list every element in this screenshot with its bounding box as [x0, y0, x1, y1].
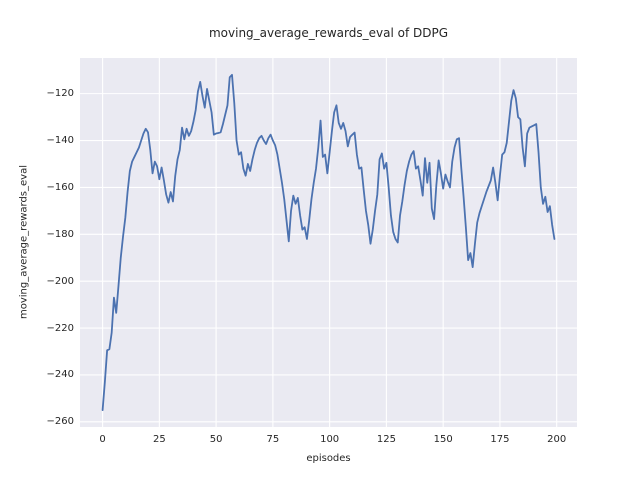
x-tick-label: 75	[266, 434, 280, 445]
line-layer	[101, 73, 556, 412]
x-axis-label: episodes	[306, 453, 351, 464]
y-tick-label: −260	[46, 416, 74, 428]
x-tick-label: 150	[433, 434, 453, 445]
x-tick-label: 200	[547, 434, 567, 445]
x-tick-label: 50	[209, 434, 223, 445]
reward-line	[101, 73, 556, 412]
x-tick-label: 175	[490, 434, 510, 445]
x-tick-label: 0	[99, 434, 106, 445]
y-tick-label: −120	[46, 88, 74, 100]
x-tick-label: 25	[152, 434, 166, 445]
y-tick-label: −160	[46, 181, 74, 193]
y-tick-label: −140	[46, 135, 74, 147]
y-tick-label: −180	[46, 228, 74, 240]
y-axis-label: moving_average_rewards_eval	[18, 165, 30, 320]
x-tick-label: 100	[320, 434, 340, 445]
y-tick-label: −240	[46, 369, 74, 381]
plot-area	[80, 58, 577, 427]
y-tick-label: −220	[46, 322, 74, 334]
grid-layer	[80, 58, 577, 427]
x-tick-label: 125	[376, 434, 396, 445]
chart-title: moving_average_rewards_eval of DDPG	[208, 26, 448, 40]
y-tick-label: −200	[46, 275, 74, 287]
